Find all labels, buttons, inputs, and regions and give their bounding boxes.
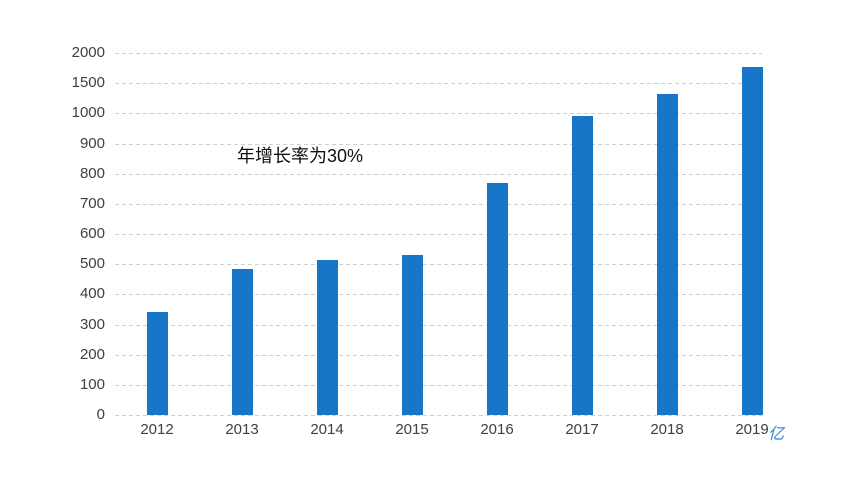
x-tick-label: 2017 (565, 421, 599, 438)
bar (741, 67, 763, 415)
growth-rate-annotation: 年增长率为30% (237, 146, 364, 166)
x-tick-label: 2016 (480, 421, 514, 438)
gridline (115, 143, 762, 145)
y-tick-label: 900 (79, 134, 105, 152)
x-tick-label: 2018 (650, 421, 684, 438)
bar (571, 116, 593, 415)
gridline (115, 53, 762, 54)
gridline (115, 234, 762, 235)
x-tick-label: 2019 (735, 421, 769, 438)
y-tick-label: 800 (79, 164, 105, 182)
bar (401, 255, 423, 415)
y-tick-label: 600 (79, 225, 105, 242)
gridline (115, 264, 762, 266)
gridline (115, 113, 762, 115)
bar (656, 94, 678, 415)
gridline (115, 294, 762, 296)
x-tick-label: 2014 (310, 421, 344, 438)
x-tick-label: 2015 (395, 421, 429, 438)
y-tick-label: 1500 (71, 74, 105, 92)
y-tick-label: 100 (79, 375, 105, 393)
y-axis-unit-label: 亿 (768, 426, 785, 443)
y-tick-label: 0 (96, 406, 105, 423)
y-tick-label: 300 (79, 315, 105, 333)
gridline (115, 173, 762, 175)
plot-area (115, 53, 763, 416)
bar (231, 268, 253, 415)
y-tick-label: 1000 (71, 104, 105, 122)
gridline (115, 83, 762, 85)
gridline (115, 415, 762, 416)
y-tick-label: 700 (79, 194, 105, 212)
y-tick-label: 2000 (71, 44, 105, 61)
x-tick-label: 2012 (140, 421, 174, 438)
bar (486, 182, 508, 415)
gridline (115, 354, 762, 356)
gridline (115, 384, 762, 386)
x-tick-label: 2013 (225, 421, 259, 438)
bar (316, 259, 338, 415)
gridline (115, 324, 762, 326)
y-tick-label: 500 (79, 255, 105, 273)
y-tick-label: 400 (79, 285, 105, 303)
y-tick-label: 200 (79, 345, 105, 363)
gridline (115, 203, 762, 205)
bar (146, 312, 168, 415)
